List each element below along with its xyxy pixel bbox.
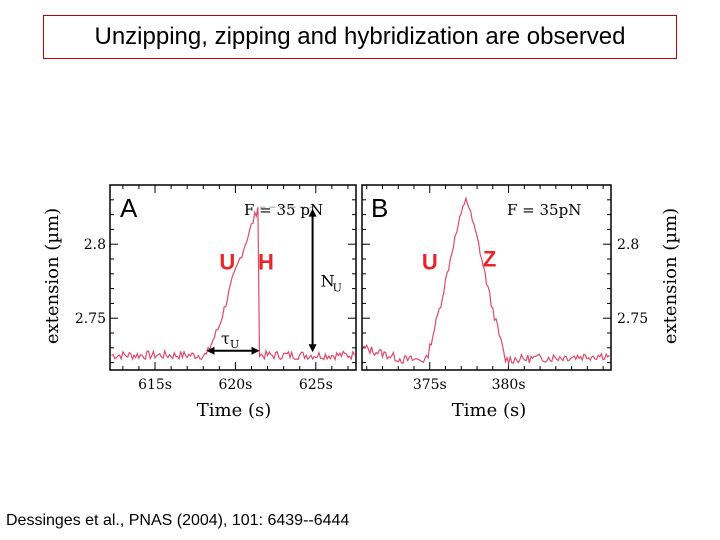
panel-a-annotation-u: U: [219, 249, 235, 274]
panel-a-tau-subscript: U: [230, 338, 239, 351]
panel-a-ytick-label: 2.8: [84, 237, 106, 253]
panel-a-force-label: F = 35 pN: [244, 201, 323, 219]
panel-a-xtick-label: 615s: [138, 377, 172, 393]
panel-a-nu-arrowhead-bottom: [308, 344, 317, 353]
panel-a-frame: [109, 184, 357, 371]
panel-a-tau-arrowhead-left: [206, 346, 215, 355]
panel-a-label: A: [120, 193, 138, 223]
panel-a-nu-arrowhead-top: [308, 208, 317, 217]
panel-a-ytick-label: 2.75: [75, 311, 106, 327]
panel-a-xtick-label: 625s: [299, 377, 333, 393]
panel-b-xtick-label: 380s: [492, 377, 526, 393]
panel-b-annotation-z: Z: [483, 246, 496, 271]
panel-a-tau-label: τ: [221, 329, 230, 348]
panel-b-ylabel: extension (µm): [660, 208, 681, 344]
panel-b-annotation-u: U: [422, 249, 438, 274]
panel-b-frame: [361, 184, 612, 371]
slide-title: Unzipping, zipping and hybridization are…: [43, 15, 677, 59]
panel-a-tau-arrowhead-right: [251, 346, 260, 355]
panel-a-trace: [111, 207, 355, 362]
panel-b-xtick-label: 375s: [413, 377, 447, 393]
panel-b-ytick-label: 2.75: [617, 311, 648, 327]
panel-b-xlabel: Time (s): [452, 400, 527, 421]
panel-b-ytick-label: 2.8: [617, 237, 639, 253]
panel-b-trace: [363, 195, 610, 366]
panel-a-ylabel: extension (µm): [42, 208, 63, 344]
panel-a-nu-label: N: [321, 271, 335, 290]
panel-a-nu-subscript: U: [333, 281, 342, 294]
panel-a-xtick-label: 620s: [218, 377, 252, 393]
panel-b-force-label: F = 35pN: [507, 201, 581, 219]
citation: Dessinges et al., PNAS (2004), 101: 6439…: [6, 512, 350, 529]
panel-a-annotation-h: H: [258, 249, 274, 274]
panel-b: 375s 380s 2.75 2.8 U Z: [362, 184, 648, 393]
panel-b-label: B: [371, 193, 388, 223]
panel-a-xlabel: Time (s): [197, 400, 272, 421]
